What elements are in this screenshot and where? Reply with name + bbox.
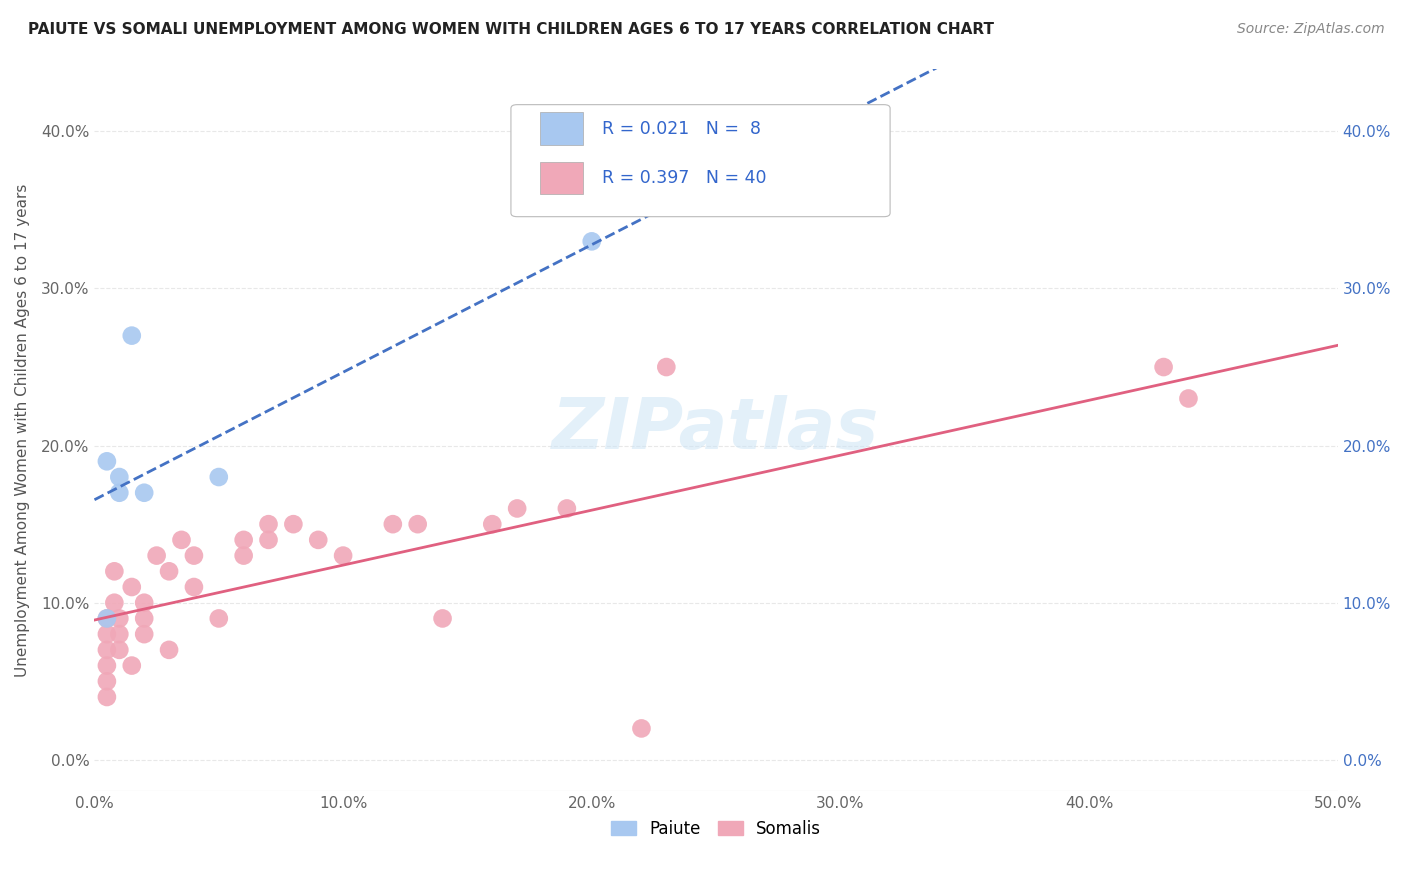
Point	[134, 485, 156, 500]
Point	[108, 643, 131, 657]
Point	[96, 674, 118, 689]
Point	[432, 611, 454, 625]
Point	[121, 658, 143, 673]
Point	[96, 611, 118, 625]
Point	[406, 517, 429, 532]
Point	[581, 235, 603, 249]
Point	[183, 580, 205, 594]
Point	[257, 517, 280, 532]
Point	[103, 596, 125, 610]
Point	[1153, 359, 1175, 374]
Point	[134, 627, 156, 641]
Point	[257, 533, 280, 547]
Point	[381, 517, 404, 532]
Point	[134, 611, 156, 625]
Point	[307, 533, 329, 547]
Point	[96, 643, 118, 657]
Point	[1177, 392, 1199, 406]
Point	[145, 549, 167, 563]
Point	[506, 501, 529, 516]
Point	[96, 611, 118, 625]
Point	[108, 611, 131, 625]
Point	[108, 485, 131, 500]
Point	[96, 454, 118, 468]
Point	[232, 549, 254, 563]
Point	[96, 690, 118, 704]
Text: ZIPatlas: ZIPatlas	[553, 395, 880, 465]
Point	[332, 549, 354, 563]
Point	[108, 470, 131, 484]
Point	[555, 501, 578, 516]
Point	[108, 627, 131, 641]
FancyBboxPatch shape	[510, 104, 890, 217]
Point	[183, 549, 205, 563]
Y-axis label: Unemployment Among Women with Children Ages 6 to 17 years: Unemployment Among Women with Children A…	[15, 183, 30, 677]
Point	[170, 533, 193, 547]
FancyBboxPatch shape	[540, 112, 583, 145]
Point	[655, 359, 678, 374]
Point	[630, 722, 652, 736]
Point	[121, 580, 143, 594]
Point	[232, 533, 254, 547]
Point	[121, 328, 143, 343]
Point	[96, 658, 118, 673]
Legend: Paiute, Somalis: Paiute, Somalis	[605, 813, 828, 845]
Point	[208, 611, 231, 625]
Point	[208, 470, 231, 484]
Point	[134, 596, 156, 610]
Point	[96, 627, 118, 641]
Point	[157, 564, 180, 578]
FancyBboxPatch shape	[540, 161, 583, 194]
Text: R = 0.021   N =  8: R = 0.021 N = 8	[602, 120, 761, 137]
Text: PAIUTE VS SOMALI UNEMPLOYMENT AMONG WOMEN WITH CHILDREN AGES 6 TO 17 YEARS CORRE: PAIUTE VS SOMALI UNEMPLOYMENT AMONG WOME…	[28, 22, 994, 37]
Point	[283, 517, 305, 532]
Text: R = 0.397   N = 40: R = 0.397 N = 40	[602, 169, 766, 187]
Text: Source: ZipAtlas.com: Source: ZipAtlas.com	[1237, 22, 1385, 37]
Point	[157, 643, 180, 657]
Point	[481, 517, 503, 532]
Point	[103, 564, 125, 578]
